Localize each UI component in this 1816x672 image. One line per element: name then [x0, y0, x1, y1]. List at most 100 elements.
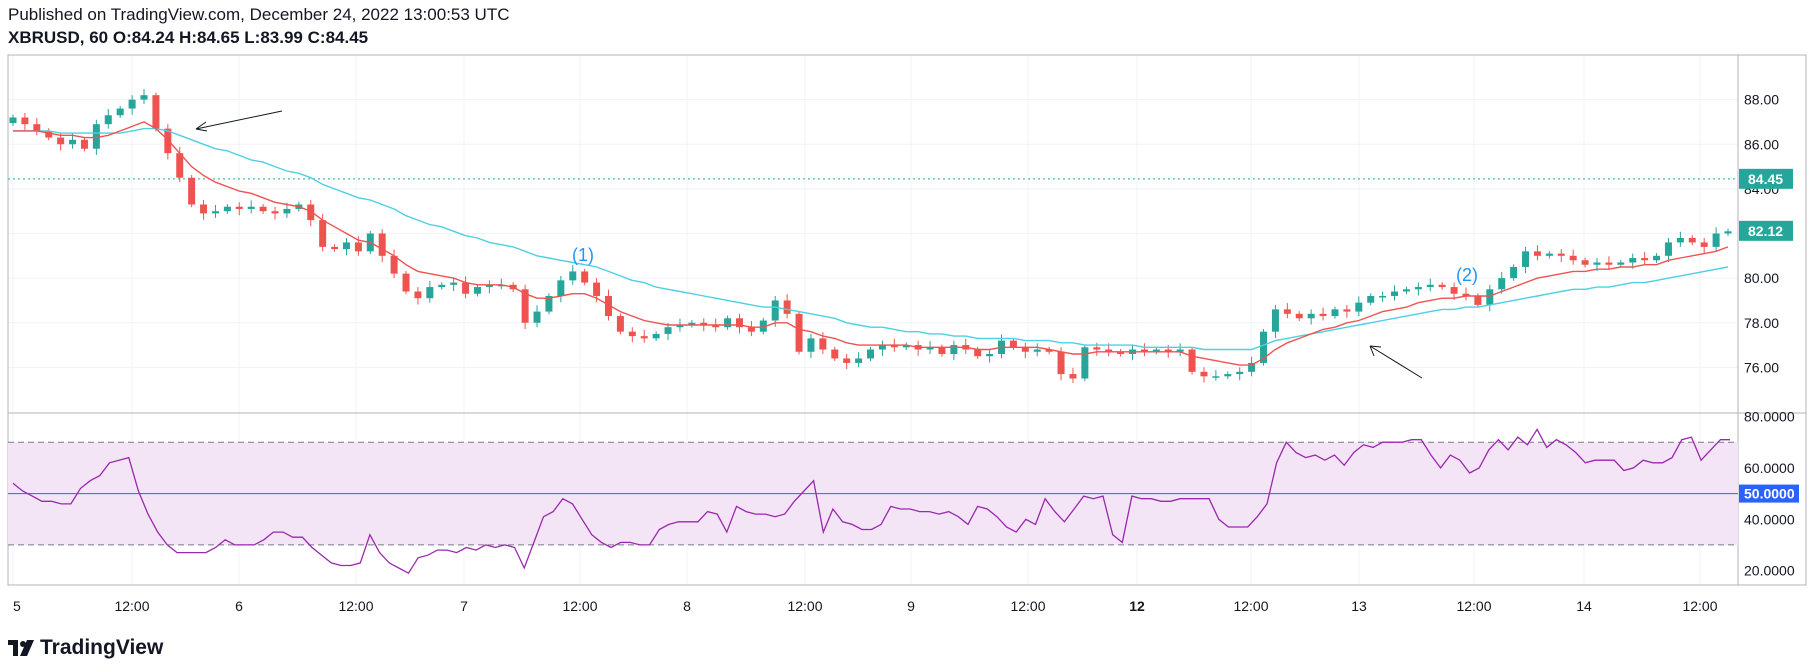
candle-up	[128, 99, 136, 109]
candle-down	[1462, 293, 1470, 296]
wave-label-2: (2)	[1456, 265, 1478, 285]
time-tick-label: 12:00	[1010, 598, 1045, 614]
candle-down	[581, 271, 589, 283]
time-tick-label: 12:00	[787, 598, 822, 614]
candle-down	[259, 206, 267, 212]
candle-up	[1414, 287, 1422, 290]
rsi-mid-tag	[1739, 484, 1799, 503]
ohlc-readout: XBRUSD, 60 O:84.24 H:84.65 L:83.99 C:84.…	[8, 28, 368, 48]
candle-up	[664, 327, 672, 334]
candle-up	[1307, 313, 1315, 319]
candle-up	[950, 345, 958, 354]
candle-down	[1140, 349, 1148, 352]
candle-down	[271, 211, 279, 214]
candle-down	[21, 117, 29, 125]
candle-up	[450, 282, 458, 285]
candle-down	[1450, 287, 1458, 294]
candle-down	[1295, 313, 1303, 319]
candle-down	[843, 358, 851, 363]
candle-up	[1212, 376, 1220, 378]
candle-up	[1498, 278, 1506, 290]
candle-down	[700, 322, 708, 325]
candle-up	[759, 320, 767, 332]
candle-up	[926, 347, 934, 350]
candle-up	[986, 353, 994, 357]
candle-down	[402, 273, 410, 292]
candle-down	[390, 255, 398, 274]
published-caption: Published on TradingView.com, December 2…	[8, 5, 510, 24]
candle-down	[1069, 374, 1077, 379]
candle-down	[831, 349, 839, 359]
candle-down	[795, 313, 803, 352]
candle-down	[200, 204, 208, 214]
candle-down	[616, 316, 624, 332]
last-price-tag	[1739, 168, 1793, 189]
chart-border	[7, 54, 1807, 586]
candle-up	[807, 338, 815, 352]
rsi-panel[interactable]	[8, 428, 1738, 575]
price-tick-label: 76.00	[1744, 359, 1779, 375]
candle-down	[712, 324, 720, 328]
low-value: 83.99	[260, 28, 303, 47]
candle-up	[1033, 349, 1041, 352]
open-label: O:	[112, 28, 132, 47]
time-tick-label: 7	[460, 598, 468, 614]
candle-down	[890, 345, 898, 348]
candle-up	[1712, 233, 1720, 247]
candle-down	[188, 177, 196, 205]
candle-up	[1271, 309, 1279, 332]
candle-up	[688, 322, 696, 325]
rsi-tick-label: 20.0000	[1744, 563, 1795, 579]
last-price-tag-label: 84.45	[1748, 171, 1783, 187]
candle-down	[1057, 351, 1065, 375]
low-label: L:	[244, 28, 261, 47]
candle-down	[319, 220, 327, 247]
time-tick-label: 6	[235, 598, 243, 614]
symbol-interval: XBRUSD, 60	[8, 28, 109, 47]
candle-up	[676, 324, 684, 328]
candle-up	[342, 242, 350, 250]
candle-up	[1653, 255, 1661, 261]
candle-down	[1021, 347, 1029, 352]
candle-up	[724, 318, 732, 328]
candle-up	[69, 139, 77, 145]
candle-up	[557, 280, 565, 296]
candle-down	[307, 204, 315, 221]
ema-slow-line	[13, 127, 1729, 351]
candle-up	[1379, 295, 1387, 298]
axes: 76.0078.0080.0082.0084.0086.0088.00512:0…	[13, 92, 1799, 614]
close-value: 84.45	[325, 28, 369, 47]
candle-up	[497, 284, 505, 287]
candle-up	[533, 311, 541, 323]
candle-down	[152, 95, 160, 129]
candle-up	[1355, 302, 1363, 312]
time-tick-label: 12	[1129, 598, 1145, 614]
rsi-tick-label: 80.0000	[1744, 409, 1795, 425]
time-tick-label: 9	[907, 598, 915, 614]
time-tick-label: 8	[683, 598, 691, 614]
candle-up	[878, 345, 886, 350]
candle-down	[462, 282, 470, 294]
candle-up	[116, 108, 124, 116]
candle-up	[223, 206, 231, 212]
time-tick-label: 12:00	[1682, 598, 1717, 614]
price-panel[interactable]	[8, 88, 1738, 383]
tradingview-logo[interactable]: TradingView	[8, 636, 163, 660]
candle-up	[545, 295, 553, 312]
time-tick-label: 12:00	[1456, 598, 1491, 614]
candle-up	[140, 95, 148, 100]
candle-up	[1629, 258, 1637, 263]
arrow-2-shaft	[1369, 345, 1423, 379]
candle-up	[855, 358, 863, 363]
candle-up	[902, 345, 910, 348]
candle-up	[104, 115, 112, 125]
candle-up	[1426, 284, 1434, 288]
arrow-1-shaft	[195, 110, 283, 130]
time-tick-label: 13	[1351, 598, 1367, 614]
high-label: H:	[179, 28, 197, 47]
price-tick-label: 88.00	[1744, 92, 1779, 108]
candle-up	[1676, 237, 1684, 243]
candle-down	[1533, 251, 1541, 256]
ema-fast-line	[13, 121, 1729, 366]
